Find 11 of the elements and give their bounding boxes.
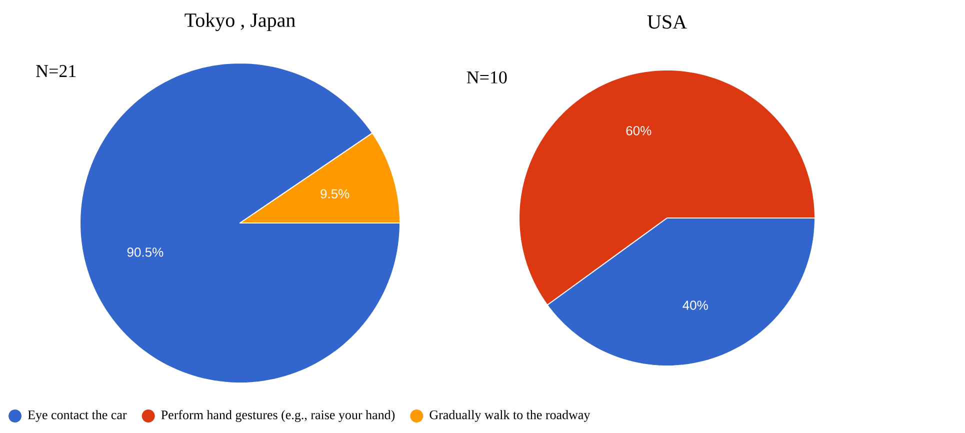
legend-label: Perform hand gestures (e.g., raise your hand) — [161, 410, 395, 422]
data-label: 40% — [682, 300, 708, 310]
text: N=10 — [466, 71, 507, 84]
chart-title: Tokyo , Japan — [184, 12, 296, 32]
legend-label: Eye contact the car — [28, 410, 127, 422]
data-label: 9.5% — [320, 189, 350, 198]
data-label: 90.5% — [127, 248, 164, 257]
data-label: 60% — [626, 126, 652, 136]
chart-title: USA — [647, 15, 687, 29]
text: N=21 — [36, 65, 76, 77]
legend-label: Gradually walk to the roadway — [430, 410, 590, 422]
